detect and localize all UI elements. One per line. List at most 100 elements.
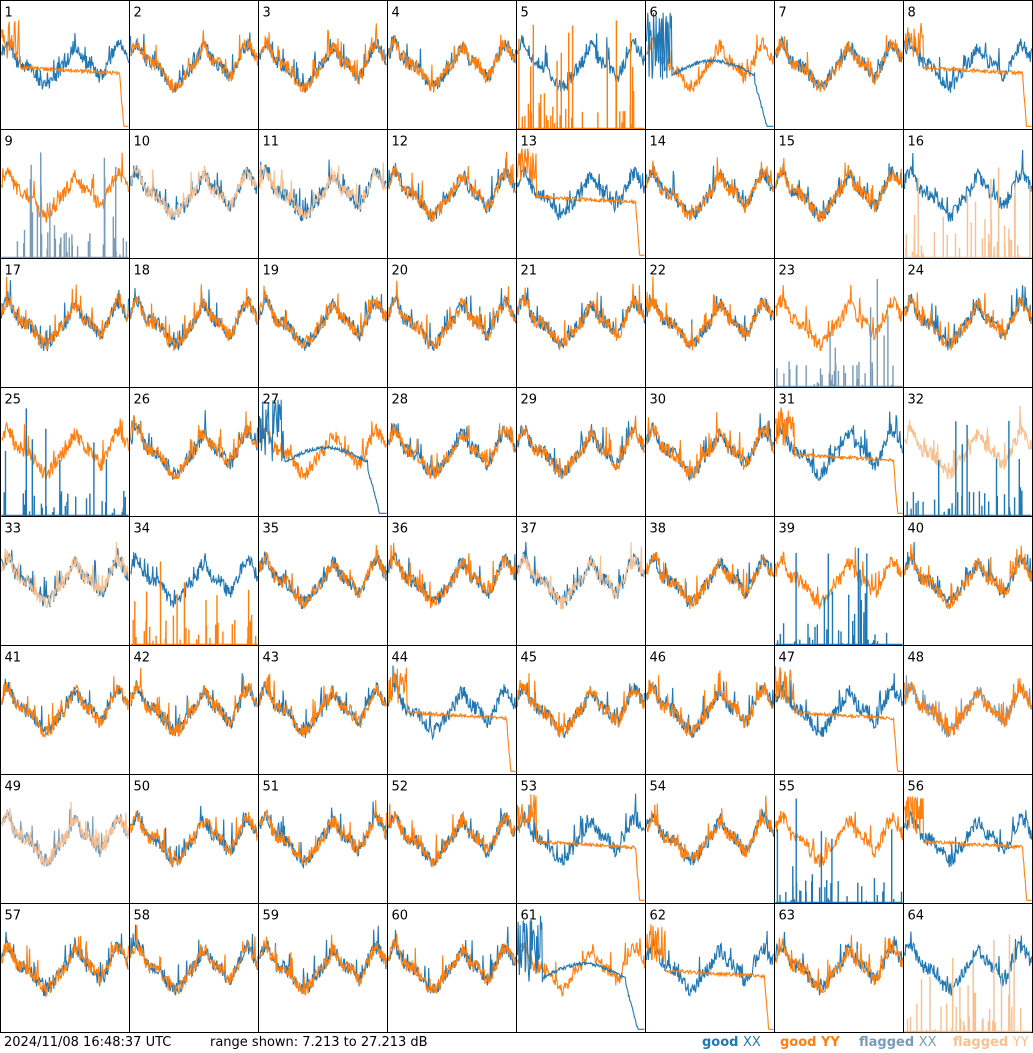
series-good_yy-panel-8 — [903, 22, 1032, 127]
series-good_yy-panel-24 — [903, 292, 1032, 351]
series-good_yy-panel-5 — [517, 20, 645, 130]
panel-label: 44 — [392, 651, 409, 666]
panel-label: 11 — [263, 135, 280, 150]
panel-label: 28 — [392, 393, 409, 408]
panel-28: 28 — [387, 387, 517, 517]
series-good_yy-panel-51 — [258, 800, 388, 866]
series-good_xx-panel-63 — [774, 931, 904, 996]
panel-label: 45 — [521, 651, 538, 666]
panel-label: 23 — [779, 264, 796, 279]
series-good_yy-panel-15 — [774, 157, 904, 223]
panel-9: 9 — [0, 129, 130, 259]
series-good_xx-panel-1 — [0, 32, 130, 90]
legend-good-yy-pol: YY — [821, 1035, 840, 1050]
panel-55: 55 — [774, 774, 904, 904]
series-good_xx-panel-27 — [258, 399, 387, 514]
series-good_xx-panel-64 — [903, 931, 1033, 996]
series-good_yy-panel-22 — [645, 276, 775, 351]
series-good_yy-panel-31 — [774, 407, 903, 514]
series-good_yy-panel-29 — [516, 415, 646, 479]
panel-42: 42 — [129, 645, 259, 775]
series-good_xx-panel-56 — [903, 810, 1033, 868]
series-good_xx-panel-39 — [775, 548, 903, 646]
panel-12: 12 — [387, 129, 517, 259]
panel-label: 26 — [134, 393, 151, 408]
panel-label: 6 — [650, 6, 658, 21]
series-good_yy-panel-44 — [387, 666, 516, 772]
series-good_xx-panel-51 — [259, 801, 388, 870]
panel-17: 17 — [0, 258, 130, 388]
panel-23: 23 — [774, 258, 904, 388]
panel-label: 24 — [908, 264, 925, 279]
panel-label: 31 — [779, 393, 796, 408]
panel-label: 50 — [134, 780, 151, 795]
panel-34: 34 — [129, 516, 259, 646]
panel-44: 44 — [387, 645, 517, 775]
panel-25: 25 — [0, 387, 130, 517]
panel-label: 39 — [779, 522, 796, 537]
panel-label: 59 — [263, 909, 280, 924]
series-good_yy-panel-46 — [645, 670, 775, 739]
series-flagged_xx-panel-48 — [903, 675, 1033, 738]
panel-20: 20 — [387, 258, 517, 388]
panel-22: 22 — [645, 258, 775, 388]
series-good_yy-panel-20 — [387, 280, 517, 350]
panel-7: 7 — [774, 0, 904, 130]
series-good_xx-panel-60 — [387, 926, 517, 994]
panel-label: 61 — [521, 909, 538, 924]
panel-label: 17 — [5, 264, 22, 279]
panel-label: 63 — [779, 909, 796, 924]
panel-label: 18 — [134, 264, 151, 279]
panel-39: 39 — [774, 516, 904, 646]
series-good_yy-panel-58 — [129, 924, 259, 995]
panel-label: 35 — [263, 522, 280, 537]
series-good_xx-panel-62 — [645, 930, 775, 997]
series-good_yy-panel-61 — [516, 937, 646, 998]
legend-good-xx-word: good — [702, 1035, 739, 1050]
panel-label: 29 — [521, 393, 538, 408]
panel-label: 49 — [5, 780, 22, 795]
panel-21: 21 — [516, 258, 646, 388]
panel-16: 16 — [903, 129, 1033, 259]
panel-label: 60 — [392, 909, 409, 924]
panel-label: 42 — [134, 651, 151, 666]
series-good_yy-panel-23 — [774, 284, 904, 352]
series-good_xx-panel-47 — [774, 670, 904, 737]
panel-label: 58 — [134, 909, 151, 924]
footer: 2024/11/08 16:48:37 UTC range shown: 7.2… — [0, 1033, 1033, 1053]
panel-2: 2 — [129, 0, 259, 130]
panel-56: 56 — [903, 774, 1033, 904]
series-good_yy-panel-53 — [516, 794, 645, 901]
panel-31: 31 — [774, 387, 904, 517]
panel-26: 26 — [129, 387, 259, 517]
series-good_xx-panel-34 — [129, 552, 259, 608]
panel-label: 1 — [5, 6, 13, 21]
series-flagged_yy-panel-49 — [0, 801, 130, 867]
series-flagged_yy-panel-10 — [130, 164, 259, 220]
panel-label: 37 — [521, 522, 538, 537]
panel-40: 40 — [903, 516, 1033, 646]
range-label: range shown: 7.213 to 27.213 dB — [210, 1035, 428, 1050]
panel-label: 7 — [779, 6, 787, 21]
series-good_yy-panel-48 — [903, 677, 1033, 737]
panel-43: 43 — [258, 645, 388, 775]
panel-53: 53 — [516, 774, 646, 904]
panel-18: 18 — [129, 258, 259, 388]
legend-flagged-yy-pol: YY — [1012, 1035, 1029, 1050]
series-good_yy-panel-62 — [645, 924, 774, 1030]
panel-label: 21 — [521, 264, 538, 279]
series-good_yy-panel-19 — [258, 285, 388, 350]
series-good_yy-panel-6 — [645, 34, 775, 93]
panel-1: 1 — [0, 0, 130, 130]
series-good_yy-panel-28 — [388, 423, 517, 480]
panel-label: 2 — [134, 6, 142, 21]
legend-good-yy-word: good — [780, 1035, 817, 1050]
series-good_xx-panel-13 — [516, 166, 646, 221]
series-good_yy-panel-60 — [387, 933, 517, 994]
panel-label: 41 — [5, 651, 22, 666]
series-flagged_yy-panel-11 — [258, 162, 388, 221]
legend-flagged-xx-word: flagged — [859, 1035, 915, 1050]
series-good_xx-panel-33 — [0, 547, 130, 608]
series-good_yy-panel-56 — [903, 796, 1032, 901]
